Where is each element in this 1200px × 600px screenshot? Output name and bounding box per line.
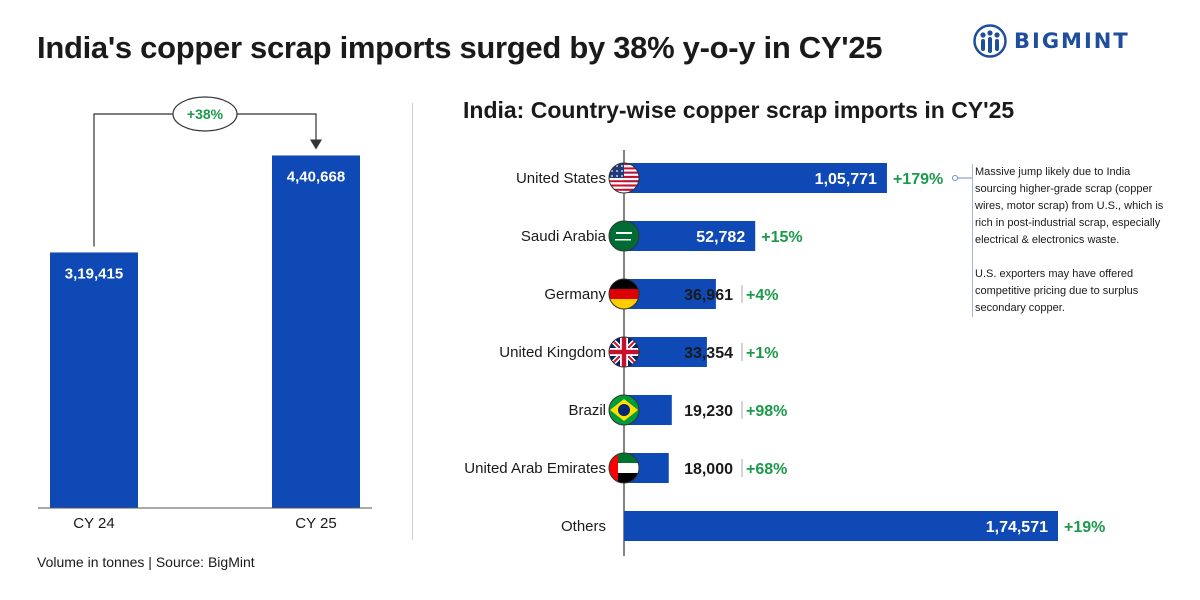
uae-flag-icon: [608, 452, 640, 484]
annotation-dot: [952, 175, 958, 181]
arrow-down-icon: [310, 139, 322, 150]
category-label: Others: [561, 518, 606, 535]
us-annotation: Massive jump likely due to India sourcin…: [972, 164, 1172, 317]
growth-badge: [172, 96, 238, 132]
bar-cy-25: [272, 155, 360, 508]
x-tick-label: CY 25: [295, 515, 336, 532]
category-label: Brazil: [568, 402, 606, 419]
right-chart-title: India: Country-wise copper scrap imports…: [463, 97, 1015, 123]
yoy-change-label: +68%: [746, 461, 787, 478]
annotation-paragraph-2: U.S. exporters may have offered competit…: [975, 268, 1139, 314]
category-label: Saudi Arabia: [521, 228, 607, 245]
brand-name: BIGMINT: [1014, 29, 1130, 53]
bar-value-label: 52,782: [696, 229, 745, 246]
yoy-change-label: +179%: [893, 171, 943, 188]
growth-label: +38%: [187, 106, 224, 122]
bar-united-states: [624, 163, 887, 193]
yoy-change-label: +19%: [1064, 519, 1105, 536]
footnote: Volume in tonnes | Source: BigMint: [37, 554, 255, 570]
bar-value-label: 1,74,571: [986, 519, 1048, 536]
bar-others: [624, 511, 1058, 541]
bar-saudi-arabia: [624, 221, 756, 251]
bigmint-logo-icon: [973, 24, 1007, 58]
annotation-paragraph-1: Massive jump likely due to India sourcin…: [975, 166, 1164, 246]
yoy-change-label: +4%: [746, 287, 778, 304]
bar-value-label: 36,961: [684, 287, 733, 304]
uk-flag-icon: [608, 336, 640, 368]
us-flag-icon: [608, 162, 640, 194]
yoy-change-label: +1%: [746, 345, 778, 362]
x-tick-label: CY 24: [73, 515, 114, 532]
category-label: United States: [516, 170, 606, 187]
bar-value-label: 1,05,771: [815, 171, 877, 188]
bar-value-label: 4,40,668: [287, 168, 345, 185]
bar-value-label: 18,000: [684, 461, 733, 478]
category-label: United Kingdom: [499, 344, 606, 361]
page-title: India's copper scrap imports surged by 3…: [37, 30, 883, 65]
bar-value-label: 33,354: [684, 345, 733, 362]
category-label: Germany: [544, 286, 606, 303]
germany-flag-icon: [608, 278, 640, 310]
bar-value-label: 19,230: [684, 403, 733, 420]
saudi-arabia-flag-icon: [608, 220, 640, 252]
yoy-change-label: +15%: [761, 229, 802, 246]
panel-divider: [412, 103, 413, 540]
bar-cy-24: [50, 252, 138, 508]
category-label: United Arab Emirates: [464, 460, 606, 477]
yoy-change-label: +98%: [746, 403, 787, 420]
bar-value-label: 3,19,415: [65, 265, 123, 282]
brand-logo: BIGMINT: [972, 24, 1130, 58]
brazil-flag-icon: [608, 394, 640, 426]
